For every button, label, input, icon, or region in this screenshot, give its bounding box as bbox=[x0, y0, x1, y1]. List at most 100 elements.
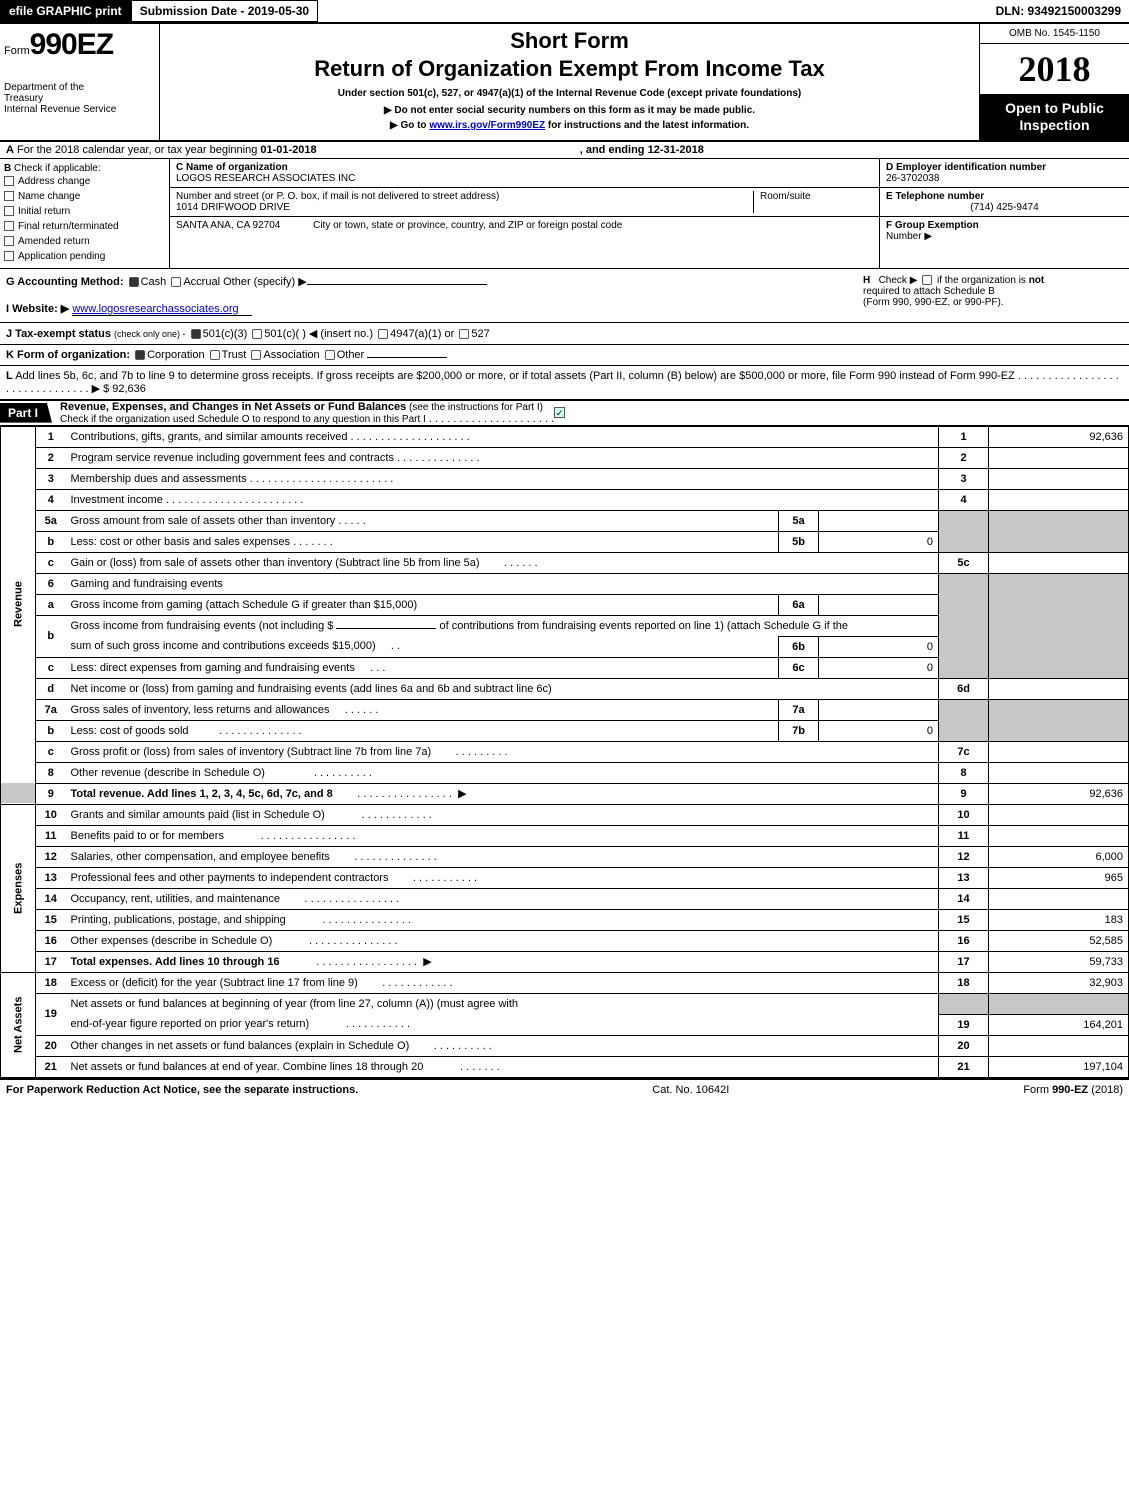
checkbox-name-change[interactable] bbox=[4, 191, 14, 201]
checkbox-address-change[interactable] bbox=[4, 176, 14, 186]
checkbox-final-return[interactable] bbox=[4, 221, 14, 231]
line-14-value bbox=[989, 888, 1129, 909]
f-label: F Group Exemption bbox=[886, 220, 979, 231]
part-1-table: Revenue 1 Contributions, gifts, grants, … bbox=[0, 426, 1129, 1078]
dln-label: DLN: 93492150003299 bbox=[988, 1, 1129, 21]
top-bar: efile GRAPHIC print Submission Date - 20… bbox=[0, 0, 1129, 24]
line-3-value bbox=[989, 468, 1129, 489]
net-assets-section-label: Net Assets bbox=[1, 972, 36, 1077]
line-5b-value: 0 bbox=[819, 531, 939, 552]
ein: 26-3702038 bbox=[886, 173, 1123, 184]
line-7c-value bbox=[989, 741, 1129, 762]
instruction-2: ▶ Go to www.irs.gov/Form990EZ for instru… bbox=[170, 120, 969, 131]
radio-501c3[interactable] bbox=[191, 329, 201, 339]
line-12-value: 6,000 bbox=[989, 846, 1129, 867]
irs-link[interactable]: www.irs.gov/Form990EZ bbox=[429, 120, 545, 131]
paperwork-notice: For Paperwork Reduction Act Notice, see … bbox=[6, 1084, 358, 1096]
line-18-value: 32,903 bbox=[989, 972, 1129, 993]
part-1-label: Part I bbox=[0, 403, 52, 423]
phone: (714) 425-9474 bbox=[886, 202, 1123, 213]
block-k: K Form of organization: Corporation Trus… bbox=[0, 345, 1129, 366]
form-number: 990EZ bbox=[30, 28, 113, 61]
part-1-header: Part I Revenue, Expenses, and Changes in… bbox=[0, 400, 1129, 426]
e-label: E Telephone number bbox=[886, 191, 984, 202]
website-link[interactable]: www.logosresearchassociates.org bbox=[72, 303, 252, 316]
entity-block: B Check if applicable: Address change Na… bbox=[0, 159, 1129, 269]
line-9-value: 92,636 bbox=[989, 783, 1129, 804]
radio-association[interactable] bbox=[251, 350, 261, 360]
line-15-value: 183 bbox=[989, 909, 1129, 930]
line-1-value: 92,636 bbox=[989, 426, 1129, 447]
room-suite-label: Room/suite bbox=[753, 191, 873, 213]
cat-no: Cat. No. 10642I bbox=[652, 1084, 729, 1096]
radio-4947[interactable] bbox=[378, 329, 388, 339]
form-header: Form990EZ Department of the Treasury Int… bbox=[0, 24, 1129, 142]
radio-corporation[interactable] bbox=[135, 350, 145, 360]
radio-other-org[interactable] bbox=[325, 350, 335, 360]
g-label: G Accounting Method: bbox=[6, 276, 124, 288]
block-g-h: G Accounting Method: Cash Accrual Other … bbox=[0, 269, 1129, 323]
line-5a-value bbox=[819, 510, 939, 531]
line-17-value: 59,733 bbox=[989, 951, 1129, 972]
radio-trust[interactable] bbox=[210, 350, 220, 360]
form-ref: Form 990-EZ (2018) bbox=[1023, 1084, 1123, 1096]
org-city: SANTA ANA, CA 92704 bbox=[176, 220, 280, 231]
checkbox-h[interactable] bbox=[922, 275, 932, 285]
line-21-value: 197,104 bbox=[989, 1056, 1129, 1077]
part-1-title: Revenue, Expenses, and Changes in Net As… bbox=[60, 401, 406, 413]
line-6b-value: 0 bbox=[819, 636, 939, 657]
radio-cash[interactable] bbox=[129, 277, 139, 287]
line-19-value: 164,201 bbox=[989, 1014, 1129, 1035]
l-amount: ▶ $ 92,636 bbox=[92, 383, 146, 395]
line-6c-value: 0 bbox=[819, 657, 939, 678]
section-b: B Check if applicable: Address change Na… bbox=[0, 159, 170, 268]
line-8-value bbox=[989, 762, 1129, 783]
line-7a-value bbox=[819, 699, 939, 720]
efile-print-button[interactable]: efile GRAPHIC print bbox=[0, 0, 131, 22]
line-11-value bbox=[989, 825, 1129, 846]
line-20-value bbox=[989, 1035, 1129, 1056]
schedule-o-checkbox[interactable]: ✓ bbox=[554, 407, 565, 418]
block-j: J Tax-exempt status (check only one) - 5… bbox=[0, 323, 1129, 345]
short-form-title: Short Form bbox=[170, 28, 969, 54]
part-1-check-text: Check if the organization used Schedule … bbox=[60, 414, 426, 425]
subtitle: Under section 501(c), 527, or 4947(a)(1)… bbox=[170, 88, 969, 99]
checkbox-application-pending[interactable] bbox=[4, 251, 14, 261]
c-label: C Name of organization bbox=[176, 162, 288, 173]
addr-label: Number and street (or P. O. box, if mail… bbox=[176, 191, 753, 202]
org-name: LOGOS RESEARCH ASSOCIATES INC bbox=[176, 173, 873, 184]
line-6a-value bbox=[819, 594, 939, 615]
radio-527[interactable] bbox=[459, 329, 469, 339]
checkbox-initial-return[interactable] bbox=[4, 206, 14, 216]
instruction-1: ▶ Do not enter social security numbers o… bbox=[170, 105, 969, 116]
line-2-value bbox=[989, 447, 1129, 468]
checkbox-amended-return[interactable] bbox=[4, 236, 14, 246]
open-to-public: Open to Public Inspection bbox=[980, 94, 1129, 140]
line-6d-value bbox=[989, 678, 1129, 699]
omb-number: OMB No. 1545-1150 bbox=[980, 24, 1129, 44]
line-7b-value: 0 bbox=[819, 720, 939, 741]
expenses-section-label: Expenses bbox=[1, 804, 36, 972]
f-label-2: Number ▶ bbox=[886, 231, 932, 242]
line-10-value bbox=[989, 804, 1129, 825]
section-h: H Check ▶ if the organization is not req… bbox=[863, 275, 1123, 316]
submission-date-button[interactable]: Submission Date - 2019-05-30 bbox=[131, 0, 318, 22]
line-16-value: 52,585 bbox=[989, 930, 1129, 951]
page-footer: For Paperwork Reduction Act Notice, see … bbox=[0, 1078, 1129, 1100]
line-4-value bbox=[989, 489, 1129, 510]
line-5c-value bbox=[989, 552, 1129, 573]
revenue-section-label: Revenue bbox=[1, 426, 36, 783]
tax-year: 2018 bbox=[980, 44, 1129, 94]
org-address: 1014 DRIFWOOD DRIVE bbox=[176, 202, 753, 213]
line-13-value: 965 bbox=[989, 867, 1129, 888]
department-label: Department of the Treasury Internal Reve… bbox=[4, 82, 155, 115]
city-label: City or town, state or province, country… bbox=[313, 220, 622, 231]
return-title: Return of Organization Exempt From Incom… bbox=[170, 56, 969, 82]
radio-501c[interactable] bbox=[252, 329, 262, 339]
form-prefix: Form bbox=[4, 45, 30, 57]
d-label: D Employer identification number bbox=[886, 162, 1046, 173]
radio-accrual[interactable] bbox=[171, 277, 181, 287]
i-label: I Website: ▶ bbox=[6, 303, 69, 315]
block-l: L Add lines 5b, 6c, and 7b to line 9 to … bbox=[0, 366, 1129, 400]
line-a: A For the 2018 calendar year, or tax yea… bbox=[0, 142, 1129, 159]
